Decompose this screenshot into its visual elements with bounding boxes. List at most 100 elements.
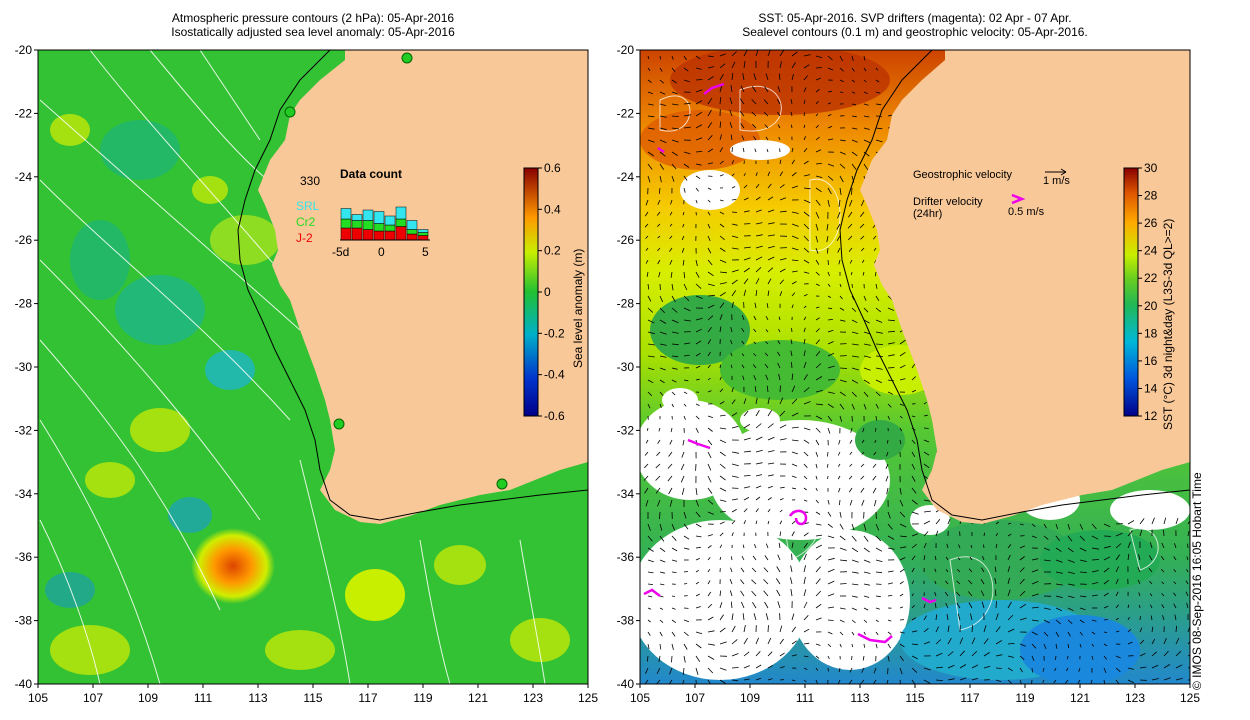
- imos-credit: © IMOS 08-Sep-2016 16:05 Hobart Time: [1190, 472, 1204, 690]
- right-colorbar-tick: 16: [1144, 354, 1158, 368]
- left-x-tick-label: 109: [138, 691, 158, 705]
- right-y-tick-label: -30: [617, 360, 635, 374]
- left-y-tick-label: -40: [15, 677, 33, 691]
- right-y-tick-label: -32: [617, 423, 635, 437]
- inset-title: Data count: [340, 167, 402, 181]
- left-y-tick-label: -28: [15, 297, 33, 311]
- inset-bar: [406, 233, 418, 241]
- left-colorbar-tick: -0.6: [544, 409, 565, 423]
- inset-bar: [417, 229, 429, 233]
- inset-bar: [384, 224, 396, 232]
- altimeter-stations: [284, 52, 508, 490]
- right-x-tick-label: 119: [1015, 691, 1034, 705]
- sla-colorbar: 0.6 0.4 0.2 0 -0.2 -0.4 -0.6 Sea level anomaly…: [523, 161, 585, 423]
- velocity-legend: Geostrophic velocity 1 m/s Drifter veloc…: [913, 168, 1070, 220]
- left-y-tick-label: -30: [15, 360, 33, 374]
- left-y-tick-label: -22: [15, 106, 33, 120]
- right-y-tick-label: -22: [617, 106, 635, 120]
- right-x-tick-label: 117: [960, 691, 979, 705]
- right-x-tick-label: 121: [1070, 691, 1090, 705]
- inset-bar: [362, 220, 374, 230]
- geo-velocity-scale: 1 m/s: [1043, 175, 1070, 187]
- inset-bar: [351, 214, 363, 221]
- inset-tick-5: 5: [422, 245, 429, 259]
- right-x-tick-label: 109: [740, 691, 760, 705]
- sla-colorbar-label: Sea level anomaly (m): [571, 249, 585, 368]
- left-x-tick-label: 105: [28, 691, 48, 705]
- sst-colorbar-label: SST (°C) 3d night&day (L3S-3d QL>=2): [1161, 219, 1175, 430]
- left-y-tick-label: -26: [15, 233, 33, 247]
- inset-bar: [340, 208, 352, 220]
- geo-velocity-label: Geostrophic velocity: [913, 169, 1013, 181]
- drifter-tracks: [643, 82, 937, 644]
- right-x-tick-label: 123: [1125, 691, 1145, 705]
- right-colorbar-tick: 12: [1144, 409, 1158, 423]
- left-x-tick-label: 113: [248, 691, 267, 705]
- geostrophic-velocity-arrows: [643, 50, 1190, 684]
- inset-legend-srl: SRL: [296, 199, 320, 213]
- inset-bar: [395, 218, 407, 227]
- right-y-tick-label: -36: [617, 550, 635, 564]
- inset-bar: [384, 230, 396, 241]
- left-y-tick-label: -34: [15, 487, 33, 501]
- left-title: Atmospheric pressure contours (2 hPa): 0…: [38, 11, 588, 39]
- right-title-line2: Sealevel contours (0.1 m) and geostrophi…: [742, 25, 1088, 39]
- inset-bar: [395, 226, 407, 241]
- right-x-tick-label: 115: [905, 691, 924, 705]
- left-x-tick-label: 117: [358, 691, 377, 705]
- inset-bar: [406, 220, 418, 230]
- inset-bar: [406, 229, 418, 235]
- right-y-tick-label: -20: [617, 43, 635, 57]
- right-x-tick-label: 125: [1180, 691, 1200, 705]
- left-y-tick-label: -24: [15, 170, 33, 184]
- left-colorbar-tick: -0.2: [544, 326, 565, 340]
- inset-bar: [362, 229, 374, 241]
- left-colorbar-tick: 0: [544, 285, 551, 299]
- right-y-tick-label: -34: [617, 487, 635, 501]
- inset-bar: [373, 223, 385, 232]
- inset-tick-neg5: -5d: [332, 245, 349, 259]
- inset-bar: [373, 211, 385, 224]
- left-colorbar-tick: 0.2: [544, 244, 561, 258]
- drifter-velocity-label: Drifter velocity: [913, 196, 983, 208]
- data-count-inset: 330 Data count SRL Cr2 J-2 -5d 0 5: [296, 167, 430, 259]
- left-y-tick-label: -36: [15, 550, 33, 564]
- right-colorbar-tick: 14: [1144, 381, 1158, 395]
- right-land: [860, 50, 1190, 524]
- right-colorbar-tick: 26: [1144, 216, 1158, 230]
- right-y-tick-label: -26: [617, 233, 635, 247]
- drifter-velocity-label-2: (24hr): [913, 208, 942, 220]
- right-y-tick-label: -38: [617, 614, 635, 628]
- left-map: [38, 50, 588, 684]
- left-x-tick-label: 115: [303, 691, 322, 705]
- inset-tick-0: 0: [378, 245, 385, 259]
- inset-legend-cr2: Cr2: [296, 215, 316, 229]
- drifter-velocity-symbol: [1011, 193, 1026, 205]
- right-y-tick-label: -40: [617, 677, 635, 691]
- right-title-line1: SST: 05-Apr-2016. SVP drifters (magenta)…: [758, 11, 1072, 25]
- inset-bar: [384, 215, 396, 226]
- inset-bar: [351, 227, 363, 241]
- left-colorbar-tick: -0.4: [544, 368, 565, 382]
- sst-colorbar: 30 28 26 24 22 20 18 16 14 12 SST (°C) 3d night&d…: [1123, 161, 1175, 430]
- pressure-contours: [39, 50, 546, 684]
- right-colorbar-tick: 28: [1144, 189, 1158, 203]
- inset-bar: [351, 220, 363, 229]
- left-title-line1: Atmospheric pressure contours (2 hPa): 0…: [171, 11, 455, 25]
- inset-bar: [362, 209, 374, 221]
- left-x-tick-label: 125: [578, 691, 598, 705]
- left-x-tick-label: 121: [468, 691, 488, 705]
- inset-legend-j2: J-2: [296, 231, 313, 245]
- right-y-tick-label: -28: [617, 297, 635, 311]
- inset-bar: [340, 218, 352, 229]
- left-coast-depth: [237, 50, 588, 521]
- left-land: [258, 50, 588, 524]
- left-x-tick-label: 107: [83, 691, 103, 705]
- inset-count: 330: [300, 174, 320, 188]
- right-map: [640, 50, 1190, 684]
- left-y-tick-label: -38: [15, 614, 33, 628]
- inset-bar: [340, 227, 352, 241]
- right-colorbar-tick: 22: [1144, 271, 1158, 285]
- inset-bar: [395, 206, 407, 220]
- left-title-line2: Isostatically adjusted sea level anomaly…: [171, 25, 455, 39]
